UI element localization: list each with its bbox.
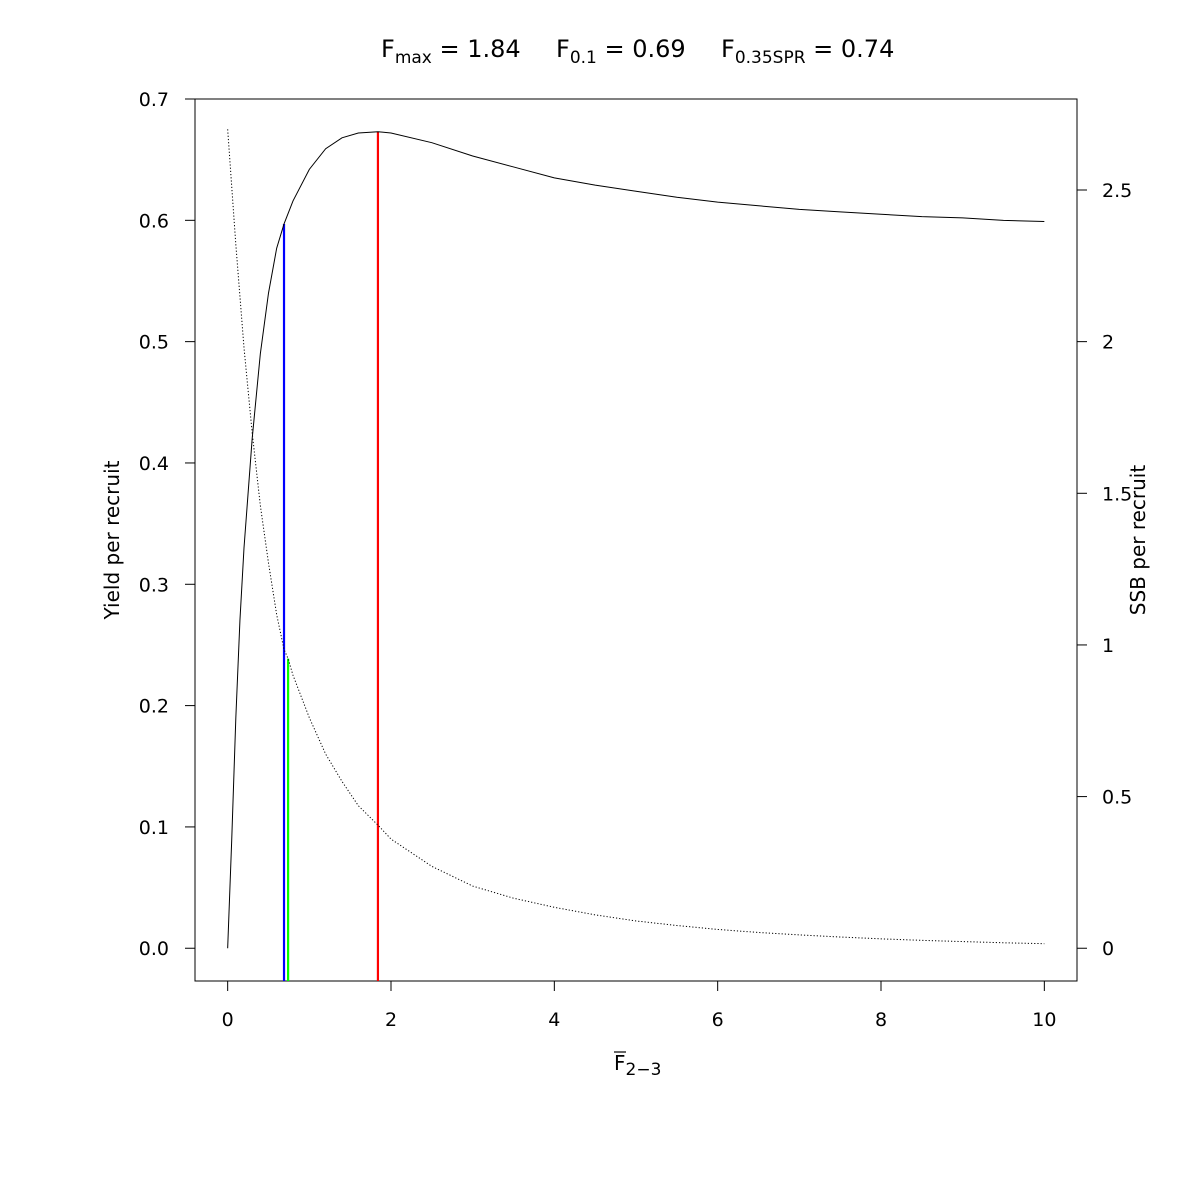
y-tick-label: 0.5 (139, 332, 169, 354)
yield-per-recruit-line (227, 131, 1045, 949)
y-axis-right: 0 0.5 1 1.5 2 2.5 (1077, 180, 1132, 960)
y-tick-label: 0.6 (139, 210, 169, 232)
series-lines (227, 129, 1045, 949)
x-axis-title: F2−3 (614, 1051, 661, 1080)
y-tick-label: 0.3 (139, 574, 169, 596)
y-axis-left: 0.0 0.1 0.2 0.3 0.4 0.5 0.6 0.7 (139, 89, 195, 960)
y-tick-label: 0.7 (139, 89, 169, 111)
y2-tick-label: 1.5 (1102, 483, 1132, 505)
title-fspr: F0.35SPR = 0.74 (721, 35, 894, 68)
title-f01: F0.1 = 0.69 (556, 35, 686, 68)
reference-lines (282, 131, 380, 981)
ssb-per-recruit-line (227, 129, 1045, 945)
y-tick-label: 0.4 (139, 453, 169, 475)
x-tick-label: 2 (385, 1009, 397, 1031)
y2-tick-label: 0.5 (1102, 787, 1132, 809)
y2-tick-label: 2 (1102, 332, 1114, 354)
y-tick-label: 0.0 (139, 938, 169, 960)
chart-title: Fmax = 1.84 F0.1 = 0.69 F0.35SPR = 0.74 (381, 35, 894, 68)
y-axis-title: Yield per recruit (100, 460, 124, 620)
x-tick-label: 0 (222, 1009, 234, 1031)
x-tick-label: 4 (548, 1009, 560, 1031)
y-tick-label: 0.1 (139, 817, 169, 839)
x-tick-label: 8 (875, 1009, 887, 1031)
y2-tick-label: 0 (1102, 938, 1114, 960)
y2-axis-title: SSB per recruit (1126, 465, 1150, 616)
y2-tick-label: 2.5 (1102, 180, 1132, 202)
title-fmax: Fmax = 1.84 (381, 35, 521, 68)
x-axis-title-text: F2−3 (614, 1051, 661, 1080)
plot-frame (194, 98, 1078, 982)
x-tick-label: 6 (712, 1009, 724, 1031)
y-tick-label: 0.2 (139, 696, 169, 718)
x-axis: 0 2 4 6 8 10 (222, 981, 1056, 1031)
x-tick-label: 10 (1032, 1009, 1056, 1031)
y2-tick-label: 1 (1102, 635, 1114, 657)
